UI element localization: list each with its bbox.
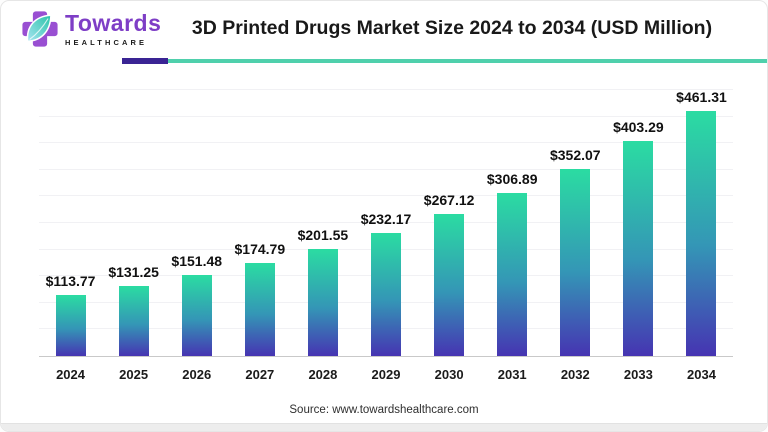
gridline	[39, 168, 733, 170]
bar	[55, 295, 86, 356]
bar-value-label: $151.48	[171, 253, 223, 270]
bar-group-2034: $461.31	[670, 88, 733, 356]
bar-group-2024: $113.77	[39, 91, 102, 356]
bar-value-label: $306.89	[486, 170, 538, 187]
x-axis-label-2027: 2027	[245, 367, 275, 382]
bar-group-2033: $403.29	[607, 91, 670, 356]
gridline	[39, 115, 733, 117]
bar	[181, 275, 212, 356]
bar	[686, 110, 717, 356]
source-text: Source: www.towardshealthcare.com	[289, 404, 479, 416]
bar-value-label: $201.55	[297, 226, 349, 243]
bar	[497, 192, 528, 356]
bar-group-2031: $306.89	[481, 91, 544, 356]
x-axis-label-2029: 2029	[371, 367, 401, 382]
gridline	[39, 142, 733, 144]
bar-group-2025: $131.25	[102, 91, 165, 356]
bar-value-label: $267.12	[423, 191, 475, 208]
bar-series: $113.77 $131.25 $151.48 $174.79 $201.55 $232.…	[39, 88, 733, 356]
bar	[560, 168, 591, 356]
bar-group-2032: $352.07	[544, 91, 607, 356]
gridline	[39, 89, 733, 90]
bar-group-2026: $151.48	[165, 91, 228, 356]
healthcare-cross-leaf-icon	[22, 11, 58, 47]
x-axis-label-2028: 2028	[308, 367, 338, 382]
x-axis-label-2024: 2024	[56, 367, 85, 382]
bar-value-label: $352.07	[549, 146, 601, 163]
bar	[307, 248, 338, 356]
bar-group-2029: $232.17	[354, 91, 417, 356]
x-axis-label-2031: 2031	[497, 367, 527, 382]
bar-value-label: $403.29	[613, 119, 664, 136]
bar-value-label: $174.79	[234, 241, 286, 258]
x-axis-label-2026: 2026	[182, 367, 212, 382]
x-axis-label-2033: 2033	[623, 367, 653, 382]
brand-name: Towards	[65, 9, 162, 36]
bar	[118, 286, 149, 356]
brand-subtitle: HEALTHCARE	[65, 37, 148, 47]
bar	[434, 213, 465, 356]
x-axis-label-2025: 2025	[119, 367, 149, 382]
gridline	[39, 222, 733, 223]
x-axis-label-2030: 2030	[434, 367, 464, 382]
bar-group-2030: $267.12	[418, 91, 481, 356]
bar-value-label: $461.31	[676, 88, 727, 105]
bar-group-2027: $174.79	[228, 91, 291, 356]
bar	[244, 263, 275, 356]
brand-text: Towards HEALTHCARE	[65, 9, 162, 47]
x-axis-labels: 2024 2025 2026 2027 2028 2029 2030 2031 2032 2033…	[39, 367, 733, 382]
brand-logo: Towards HEALTHCARE	[21, 10, 161, 48]
chart-title: 3D Printed Drugs Market Size 2024 to 203…	[191, 17, 713, 39]
bar-chart-plot-area: $113.77 $131.25 $151.48 $174.79 $201.55 $232.…	[39, 88, 733, 357]
bar-value-label: $232.17	[360, 210, 412, 227]
divider-line-teal	[168, 59, 767, 63]
divider-accent-purple	[122, 58, 168, 64]
bottom-edge-strip	[1, 423, 767, 431]
bar	[371, 232, 402, 356]
bar-value-label: $131.25	[108, 264, 159, 281]
x-axis-label-2034: 2034	[687, 367, 716, 382]
bar	[623, 141, 654, 356]
bar-value-label: $113.77	[45, 273, 96, 290]
x-axis-label-2032: 2032	[560, 367, 590, 382]
bar-group-2028: $201.55	[291, 91, 354, 356]
gridline	[39, 195, 733, 197]
